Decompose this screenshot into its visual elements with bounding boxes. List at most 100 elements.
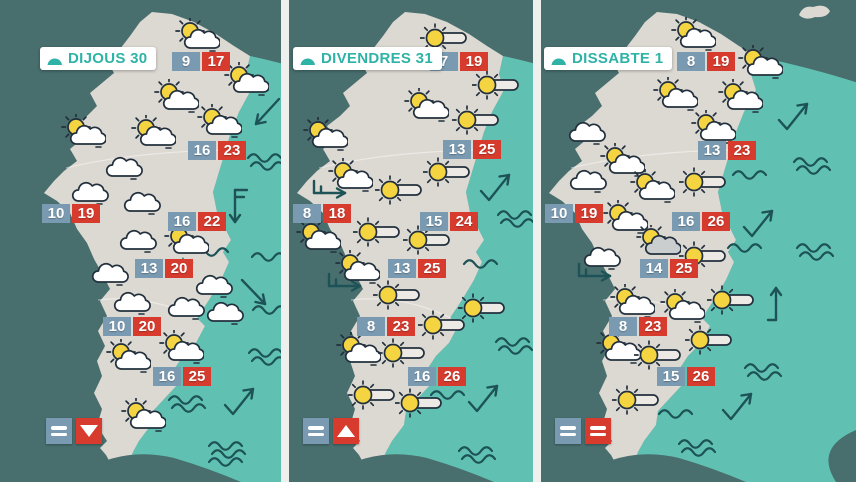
max-trend-box — [76, 418, 102, 444]
sun-therm-icon — [394, 387, 445, 419]
sun-therm-icon — [419, 22, 470, 54]
wind-arrow-ne-icon — [719, 388, 755, 422]
sun-cloud-icon — [130, 113, 177, 151]
sea-waves-icon — [496, 209, 533, 231]
temp-minmax: 13 25 — [443, 140, 501, 159]
cloud-icon — [67, 180, 109, 206]
day-label: DISSABTE 1 — [544, 47, 673, 70]
sun-therm-icon — [611, 384, 662, 416]
max-temp-value: 24 — [450, 212, 478, 231]
max-temp-value: 19 — [460, 52, 488, 71]
wind-arrow-ne-icon — [775, 98, 811, 132]
sun-cloud-icon — [158, 328, 205, 366]
max-temp-value: 22 — [198, 212, 226, 231]
min-temp-value: 9 — [172, 52, 200, 71]
min-temp-value: 10 — [42, 204, 70, 223]
max-temp-value: 25 — [670, 259, 698, 278]
cloud-icon — [565, 168, 607, 194]
min-temp-value: 13 — [135, 259, 163, 278]
cloud-icon — [115, 228, 157, 254]
max-temp-value: 19 — [707, 52, 735, 71]
min-temp-value: 8 — [293, 204, 321, 223]
sea-waves-icon — [167, 394, 209, 416]
trend-legend — [555, 418, 611, 444]
day-label-text: DIVENDRES 31 — [321, 50, 433, 67]
forecast-panel-3: 8 19 13 23 10 19 16 26 14 25 8 23 15 26 DISSABTE 1 — [541, 0, 856, 482]
temp-minmax: 16 26 — [672, 212, 730, 231]
sun-cloud-icon — [670, 15, 717, 53]
sun-cloud-icon — [327, 156, 374, 194]
cloud-icon — [579, 245, 621, 271]
day-label: DIJOUS 30 — [40, 47, 157, 70]
sea-waves-icon — [457, 445, 499, 467]
min-temp-value: 8 — [677, 52, 705, 71]
channel-logo-icon — [47, 58, 62, 65]
max-temp-value: 23 — [387, 317, 415, 336]
max-temp-value: 18 — [323, 204, 351, 223]
sun-therm-icon — [377, 337, 428, 369]
min-temp-value: 8 — [357, 317, 385, 336]
cloud-icon — [87, 261, 129, 287]
sun-cloud-icon — [174, 16, 221, 54]
sun-cloud-icon — [599, 141, 646, 179]
sun-cloud-icon — [652, 75, 699, 113]
min-temp-value: 16 — [672, 212, 700, 231]
min-temp-value: 10 — [103, 317, 131, 336]
wind-arrow-ne-icon — [740, 205, 776, 239]
sea-waves-icon — [429, 389, 471, 403]
min-temp-value: 16 — [153, 367, 181, 386]
sea-waves-icon — [657, 408, 699, 422]
temp-minmax: 16 25 — [153, 367, 211, 386]
max-temp-value: 26 — [438, 367, 466, 386]
wind-arrow-ne-icon — [477, 169, 513, 203]
sun-cloud-icon — [690, 108, 737, 146]
forecast-panel-1: 9 17 16 23 10 19 16 22 13 20 10 20 16 25 DIJOUS 30 — [0, 0, 281, 482]
sun-cloud-icon — [223, 60, 270, 98]
max-temp-value: 19 — [575, 204, 603, 223]
sun-graycloud-icon — [635, 222, 682, 259]
min-temp-value: 13 — [443, 140, 471, 159]
sun-cloud-icon — [302, 115, 349, 153]
island-icon — [797, 1, 833, 23]
min-temp-value: 16 — [188, 141, 216, 160]
max-temp-value: 19 — [72, 204, 100, 223]
cloud-icon — [191, 273, 233, 299]
sea-waves-icon — [792, 156, 834, 178]
day-label-text: DIJOUS 30 — [68, 50, 148, 67]
wind-arrow-ne-icon — [221, 383, 257, 417]
wind-arrow-sw-icon — [249, 95, 281, 129]
sun-therm-icon — [633, 339, 684, 371]
temp-minmax: 16 26 — [408, 367, 466, 386]
sun-cloud-icon — [120, 396, 167, 434]
sun-cloud-icon — [153, 77, 200, 115]
sun-therm-icon — [417, 309, 468, 341]
trend-legend — [46, 418, 102, 444]
forecast-panel-2: 7 19 13 25 8 18 15 24 13 25 8 23 16 26 DIVENDRES 31 — [289, 0, 533, 482]
temp-minmax: 15 24 — [420, 212, 478, 231]
sun-therm-icon — [347, 379, 398, 411]
min-temp-value: 15 — [420, 212, 448, 231]
sun-cloud-icon — [403, 86, 450, 124]
sea-waves-icon — [207, 440, 249, 470]
sun-therm-icon — [374, 174, 425, 206]
cloud-icon — [109, 290, 151, 316]
sea-waves-icon — [250, 251, 281, 265]
sea-waves-icon — [462, 258, 504, 272]
cloud-icon — [202, 300, 244, 326]
cloud-icon — [101, 155, 143, 181]
sun-cloud-icon — [629, 167, 676, 205]
channel-logo-icon — [551, 58, 566, 65]
temp-minmax: 15 26 — [657, 367, 715, 386]
sun-therm-icon — [402, 224, 453, 256]
trend-legend — [303, 418, 359, 444]
channel-logo-icon — [300, 58, 315, 65]
max-temp-value: 23 — [639, 317, 667, 336]
sea-waves-icon — [726, 242, 768, 256]
max-temp-value: 20 — [165, 259, 193, 278]
wind-barb-right-icon — [309, 176, 351, 200]
temp-minmax: 16 22 — [168, 212, 226, 231]
max-trend-box — [333, 418, 359, 444]
temp-minmax: 14 25 — [640, 259, 698, 278]
cloud-icon — [119, 190, 161, 216]
max-temp-value: 20 — [133, 317, 161, 336]
